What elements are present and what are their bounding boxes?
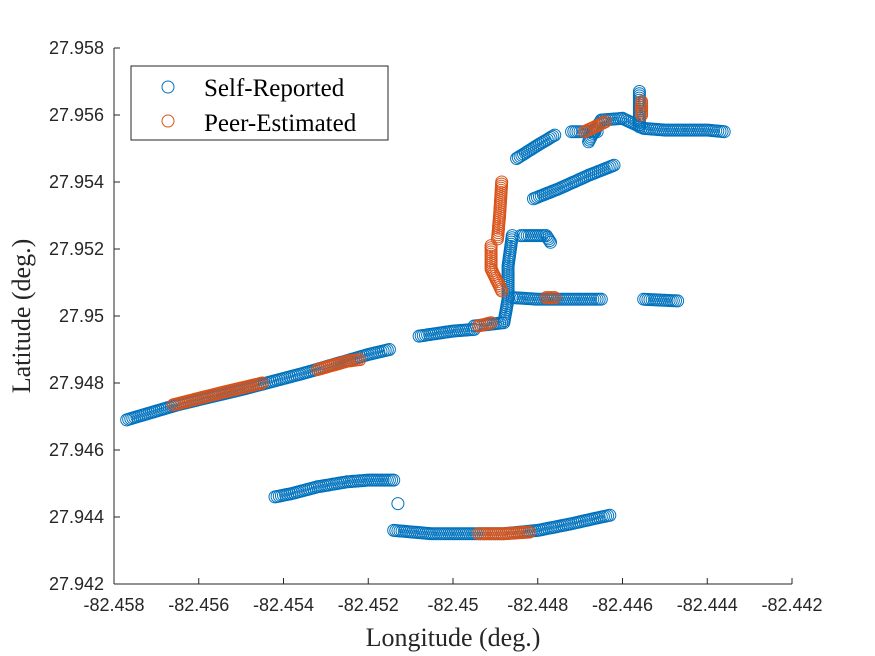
x-tick-label: -82.444	[677, 595, 738, 615]
y-tick-label: 27.958	[49, 38, 104, 58]
data-point	[599, 115, 612, 129]
data-point	[603, 508, 617, 522]
y-ticks: 27.942 27.944 27.946 27.948 27.95 27.952 27.95…	[49, 38, 120, 594]
legend-label-peer-estimated: Peer-Estimated	[204, 110, 357, 137]
x-tick-label: -82.458	[83, 595, 144, 615]
data-point	[353, 353, 367, 367]
legend: Self-Reported Peer-Estimated	[130, 65, 389, 141]
x-tick-label: -82.456	[168, 595, 229, 615]
y-tick-label: 27.948	[49, 373, 104, 393]
y-tick-label: 27.956	[49, 105, 104, 125]
legend-marker-peer-estimated	[161, 114, 175, 128]
x-axis-title: Longitude (deg.)	[366, 623, 541, 652]
legend-label-self-reported: Self-Reported	[204, 75, 345, 102]
data-points	[120, 85, 731, 541]
data-point	[544, 235, 557, 249]
x-tick-label: -82.446	[592, 595, 653, 615]
data-point	[607, 158, 621, 172]
data-point	[387, 473, 401, 487]
x-tick-label: -82.442	[761, 595, 822, 615]
y-axis-title: Latitude (deg.)	[7, 239, 36, 394]
data-point	[597, 116, 611, 130]
legend-marker-self-reported	[161, 80, 175, 94]
legend-box	[130, 65, 389, 141]
x-ticks: -82.458 -82.456 -82.454 -82.452 -82.45 -82.44…	[83, 578, 823, 615]
x-tick-label: -82.454	[253, 595, 314, 615]
y-tick-label: 27.942	[49, 574, 104, 594]
data-point	[391, 497, 405, 511]
x-tick-label: -82.448	[507, 595, 568, 615]
data-point	[544, 130, 558, 144]
data-point	[382, 343, 396, 356]
y-tick-label: 27.952	[49, 239, 104, 259]
series-peer-estimated	[166, 95, 649, 541]
data-point	[635, 95, 649, 109]
y-tick-label: 27.946	[49, 440, 104, 460]
data-point	[495, 284, 509, 298]
data-point	[717, 125, 731, 139]
data-point	[484, 316, 498, 330]
y-tick-label: 27.95	[59, 306, 104, 326]
data-point	[542, 234, 556, 248]
data-point	[546, 129, 560, 143]
data-point	[548, 291, 562, 305]
data-point	[522, 525, 536, 539]
y-tick-label: 27.944	[49, 507, 104, 527]
data-point	[671, 294, 685, 308]
x-tick-label: -82.452	[338, 595, 399, 615]
data-point	[494, 282, 508, 296]
data-point	[255, 376, 269, 390]
data-point	[541, 232, 555, 246]
data-point	[505, 229, 519, 243]
x-tick-label: -82.45	[427, 595, 478, 615]
data-point	[548, 128, 562, 142]
data-point	[594, 292, 608, 306]
y-tick-label: 27.954	[49, 172, 104, 192]
